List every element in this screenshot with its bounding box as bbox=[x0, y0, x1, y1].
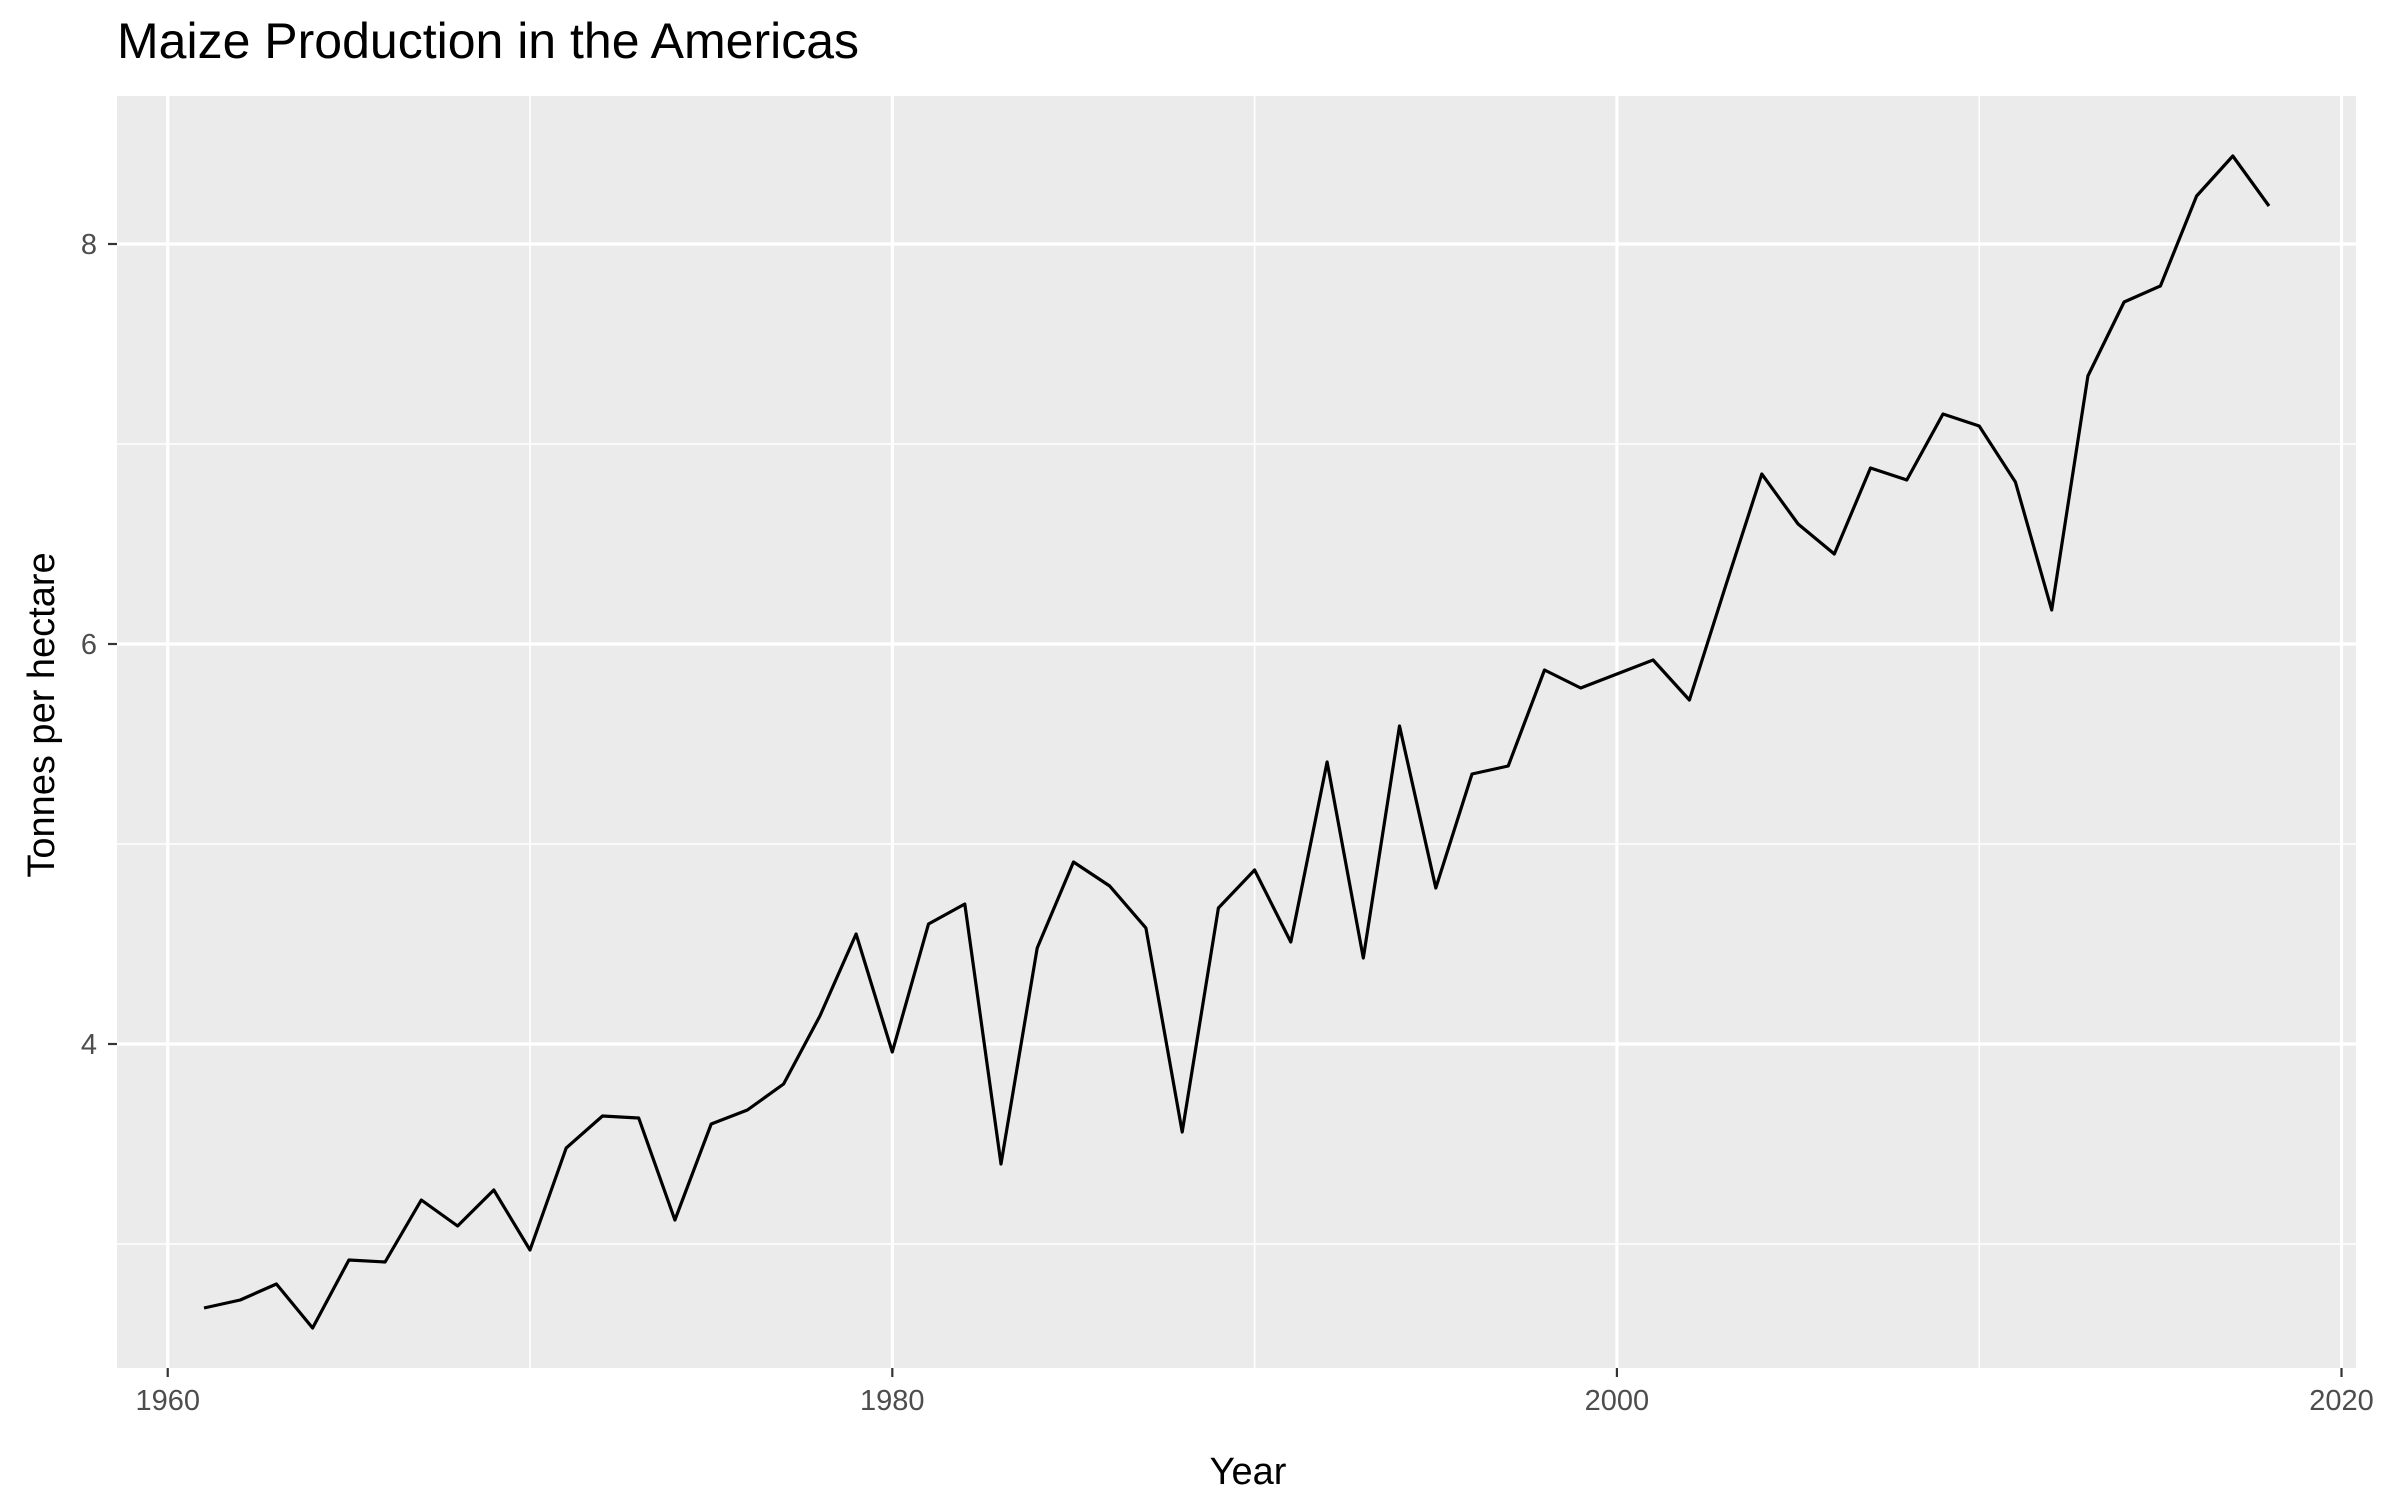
data-point-1961 bbox=[202, 1306, 206, 1310]
data-point-1986 bbox=[1108, 884, 1112, 888]
data-point-1991 bbox=[1289, 940, 1293, 944]
x-tick-label: 1980 bbox=[860, 1385, 925, 1417]
data-point-1972 bbox=[600, 1114, 604, 1118]
data-point-1980 bbox=[890, 1050, 894, 1054]
data-point-1975 bbox=[709, 1122, 713, 1126]
x-tick-label: 2000 bbox=[1585, 1385, 1650, 1417]
data-point-2017 bbox=[2231, 154, 2235, 158]
data-point-1969 bbox=[492, 1188, 496, 1192]
x-tick-label: 2020 bbox=[2309, 1385, 2374, 1417]
data-point-1982 bbox=[963, 902, 967, 906]
data-point-1998 bbox=[1542, 668, 1546, 672]
data-point-2003 bbox=[1724, 584, 1728, 588]
data-point-2013 bbox=[2086, 374, 2090, 378]
data-point-1994 bbox=[1398, 724, 1402, 728]
data-point-1962 bbox=[238, 1298, 242, 1302]
data-point-1973 bbox=[637, 1116, 641, 1120]
data-point-2001 bbox=[1651, 658, 1655, 662]
data-point-1984 bbox=[1035, 946, 1039, 950]
data-point-1996 bbox=[1470, 772, 1474, 776]
data-point-1964 bbox=[311, 1326, 315, 1330]
data-point-2002 bbox=[1687, 698, 1691, 702]
data-point-2015 bbox=[2158, 284, 2162, 288]
data-point-1974 bbox=[673, 1218, 677, 1222]
data-point-1987 bbox=[1144, 926, 1148, 930]
data-point-2000 bbox=[1615, 672, 1619, 676]
series-line bbox=[203, 154, 2271, 1330]
data-point-2009 bbox=[1941, 412, 1945, 416]
data-point-1985 bbox=[1071, 860, 1075, 864]
data-point-2016 bbox=[2195, 194, 2199, 198]
data-point-2005 bbox=[1796, 522, 1800, 526]
data-point-2010 bbox=[1977, 424, 1981, 428]
data-point-2014 bbox=[2122, 300, 2126, 304]
data-point-1981 bbox=[927, 922, 931, 926]
data-point-1978 bbox=[818, 1014, 822, 1018]
data-point-1988 bbox=[1180, 1130, 1184, 1134]
data-point-1971 bbox=[564, 1146, 568, 1150]
data-point-1966 bbox=[383, 1260, 387, 1264]
data-point-1967 bbox=[419, 1198, 423, 1202]
data-point-1963 bbox=[274, 1282, 278, 1286]
data-point-2012 bbox=[2050, 608, 2054, 612]
data-point-1999 bbox=[1579, 686, 1583, 690]
x-axis-title: Year bbox=[1210, 1451, 1287, 1493]
data-point-1977 bbox=[782, 1082, 786, 1086]
data-point-2018 bbox=[2267, 204, 2271, 208]
data-point-1976 bbox=[745, 1108, 749, 1112]
plot-panel bbox=[117, 96, 2356, 1368]
major-gridlines bbox=[117, 96, 2356, 1368]
data-point-1997 bbox=[1506, 764, 1510, 768]
y-axis-title: Tonnes per hectare bbox=[21, 552, 63, 877]
x-axis: 1960 1980 2000 2020 bbox=[135, 1368, 2374, 1417]
data-point-2006 bbox=[1832, 552, 1836, 556]
data-point-1992 bbox=[1325, 760, 1329, 764]
y-axis: 4 6 8 bbox=[81, 229, 117, 1061]
data-point-1968 bbox=[456, 1224, 460, 1228]
data-point-1965 bbox=[347, 1258, 351, 1262]
data-point-1990 bbox=[1253, 868, 1257, 872]
data-point-1983 bbox=[999, 1162, 1003, 1166]
y-tick-label: 8 bbox=[81, 229, 97, 261]
chart-title: Maize Production in the Americas bbox=[117, 13, 859, 69]
data-point-1989 bbox=[1216, 906, 1220, 910]
data-point-1995 bbox=[1434, 886, 1438, 890]
y-tick-label: 6 bbox=[81, 629, 97, 661]
data-point-1993 bbox=[1361, 956, 1365, 960]
data-point-1979 bbox=[854, 932, 858, 936]
minor-gridlines bbox=[117, 96, 2356, 1368]
data-point-2011 bbox=[2013, 480, 2017, 484]
x-tick-label: 1960 bbox=[135, 1385, 200, 1417]
y-tick-label: 4 bbox=[81, 1029, 97, 1061]
data-point-2008 bbox=[1905, 478, 1909, 482]
data-point-1970 bbox=[528, 1248, 532, 1252]
data-point-2004 bbox=[1760, 472, 1764, 476]
data-point-2007 bbox=[1869, 466, 1873, 470]
